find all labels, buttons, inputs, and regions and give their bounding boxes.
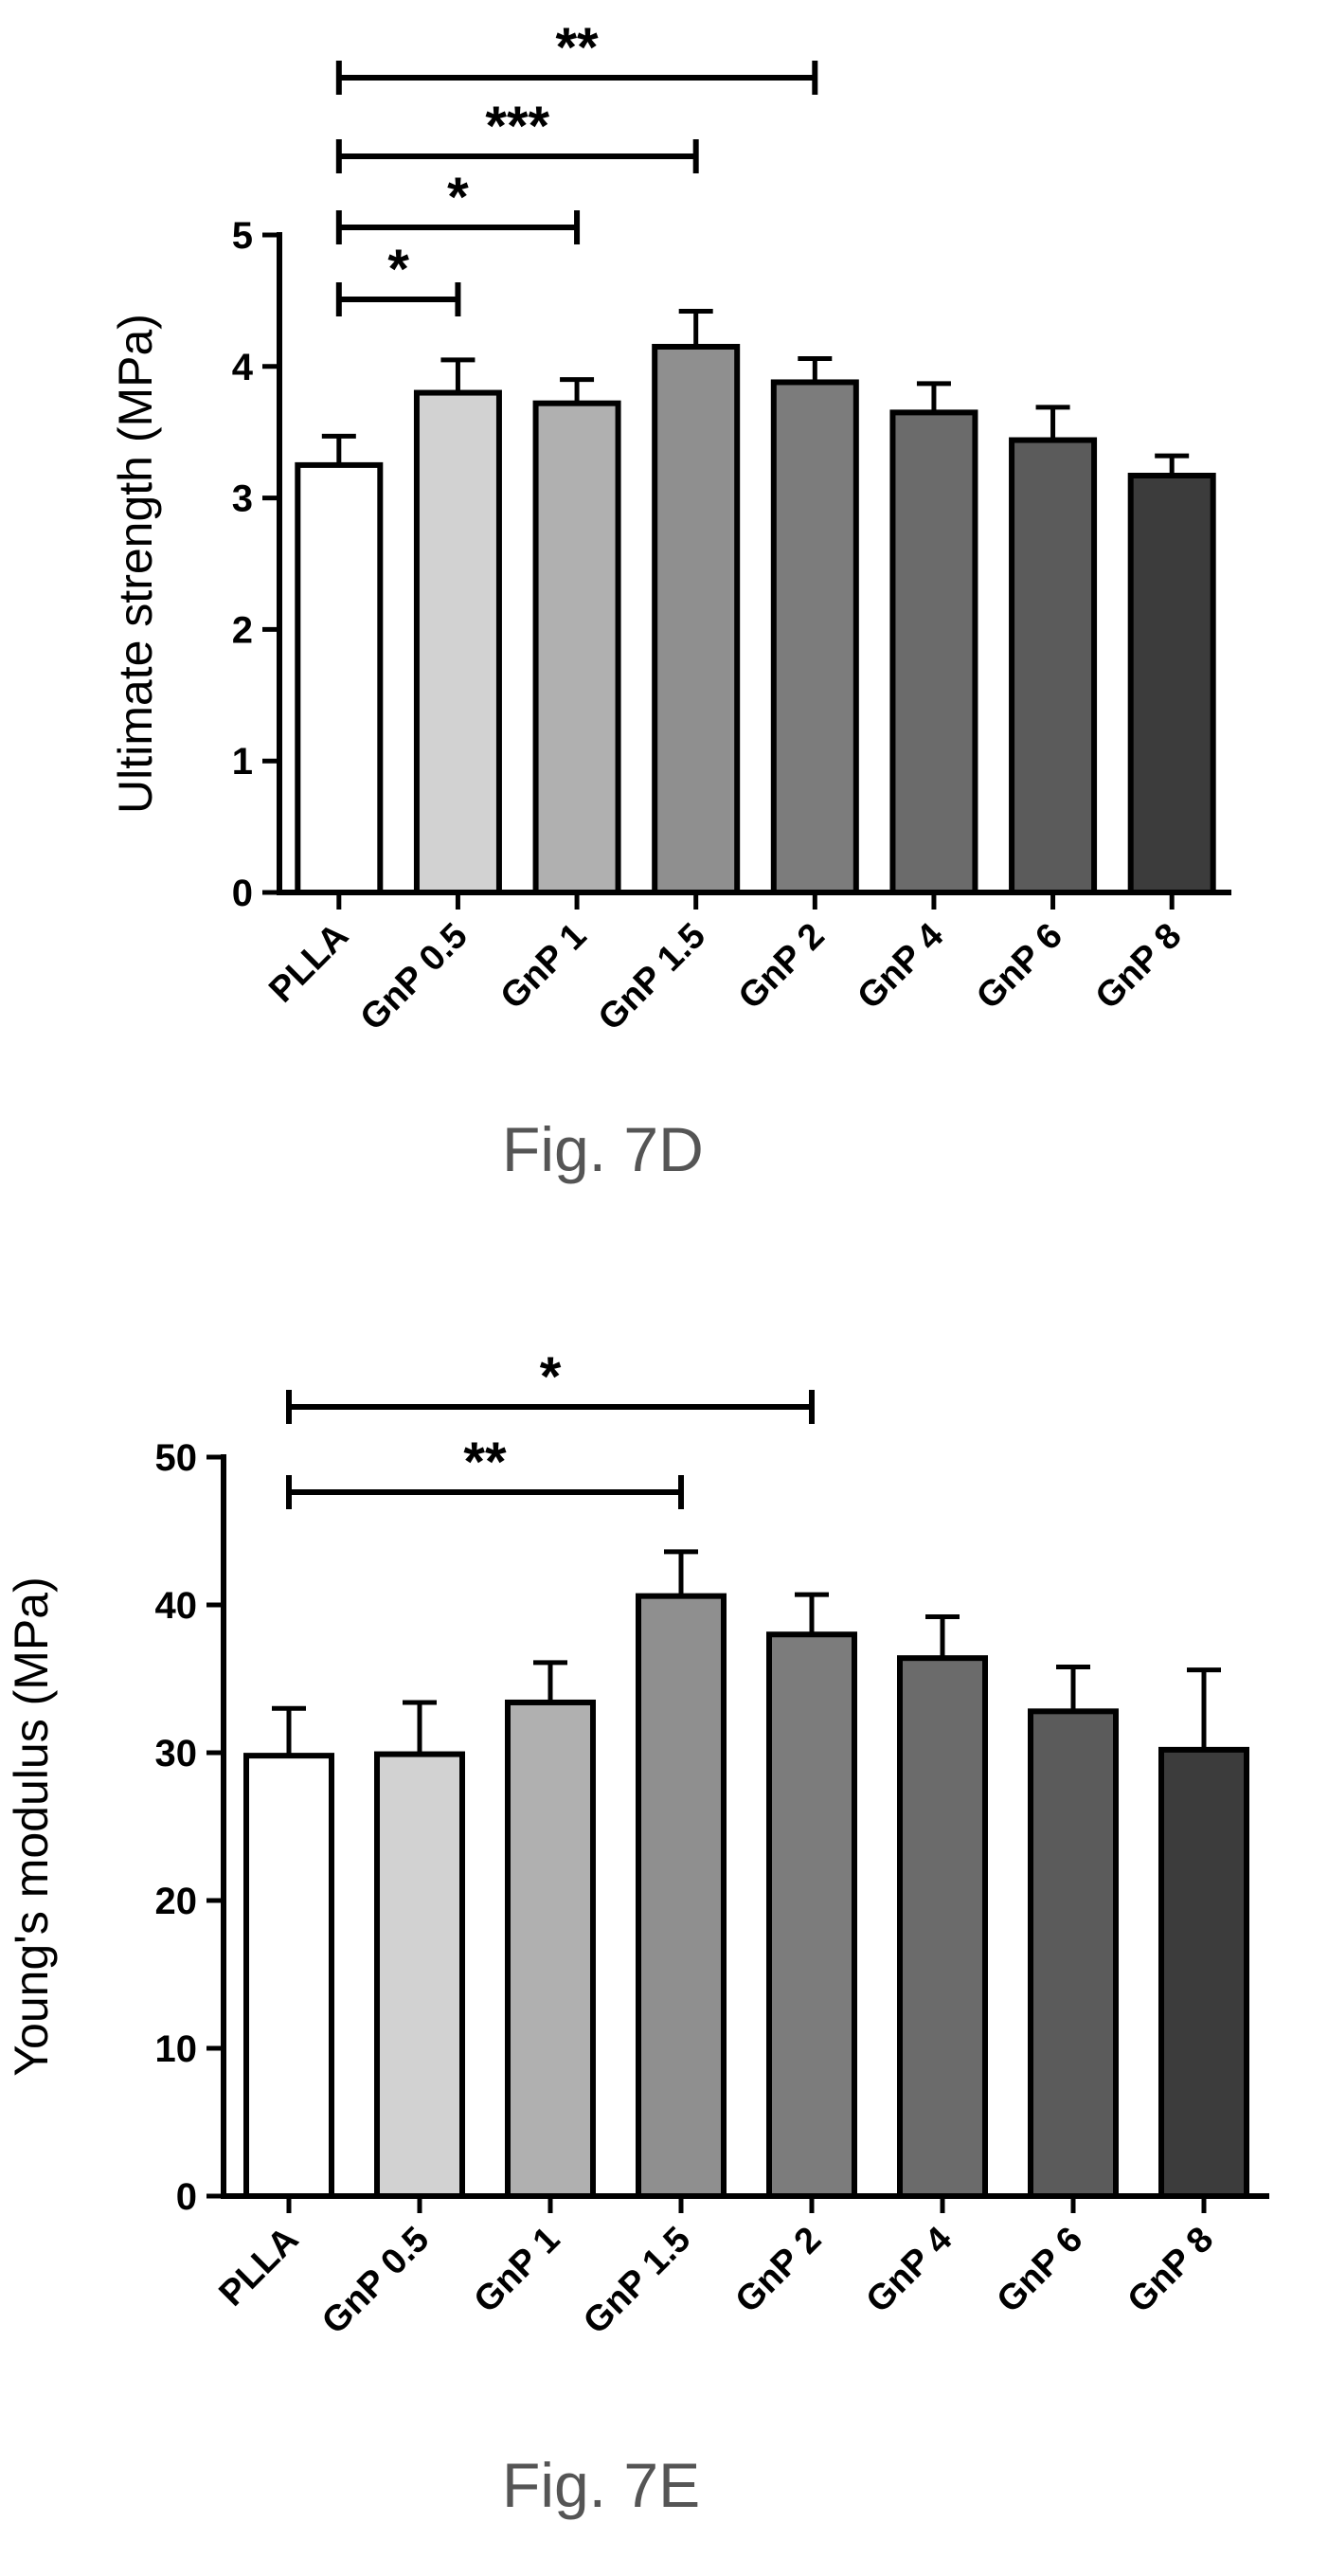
x-tick-label: GnP 0.5 bbox=[353, 916, 476, 1038]
chart-7e: 0 10 20 30 40 50 PLLA GnP 0.5 GnP 1 GnP 1.5 GnP 2 G… bbox=[5, 1346, 1269, 2342]
y-tick-label: 4 bbox=[232, 347, 254, 388]
x-tick-label: GnP 2 bbox=[728, 2220, 830, 2321]
y-tick-label: 2 bbox=[232, 609, 253, 651]
x-tick-label: GnP 6 bbox=[969, 916, 1070, 1018]
bar bbox=[1127, 473, 1216, 895]
significance-label: ** bbox=[463, 1432, 507, 1493]
bar bbox=[1028, 1708, 1119, 2199]
figure-7e-panel: 0 10 20 30 40 50 PLLA GnP 0.5 GnP 1 GnP 1.5 GnP 2 G… bbox=[0, 1260, 1328, 2576]
y-tick-label: 50 bbox=[155, 1437, 198, 1479]
bar bbox=[1009, 437, 1098, 895]
x-tick-label: GnP 0.5 bbox=[314, 2220, 437, 2342]
y-axis-title: Young's modulus (MPa) bbox=[5, 1576, 58, 2076]
significance-label: * bbox=[387, 239, 409, 300]
bar bbox=[413, 389, 502, 895]
bar bbox=[243, 1753, 334, 2199]
bar bbox=[766, 1631, 857, 2199]
x-tick-label: PLLA bbox=[212, 2220, 307, 2315]
x-tick-label: GnP 8 bbox=[1121, 2220, 1222, 2321]
x-tick-label: GnP 4 bbox=[859, 2220, 960, 2321]
bar bbox=[532, 400, 621, 895]
y-tick-label: 30 bbox=[155, 1733, 198, 1774]
y-axis-title: Ultimate strength (MPa) bbox=[109, 314, 162, 814]
x-tick-label: GnP 1 bbox=[494, 916, 595, 1018]
y-tick-label: 0 bbox=[232, 873, 253, 914]
y-tick-label: 1 bbox=[232, 741, 253, 783]
y-tick-label: 40 bbox=[155, 1585, 198, 1627]
x-tick-label: PLLA bbox=[261, 916, 356, 1011]
figure-7e-caption: Fig. 7E bbox=[502, 2450, 701, 2520]
significance-label: * bbox=[540, 1346, 562, 1408]
y-tick-label: 20 bbox=[155, 1881, 198, 1922]
significance-label: *** bbox=[485, 96, 549, 157]
significance-label: * bbox=[447, 167, 469, 228]
x-tick-label: GnP 2 bbox=[731, 916, 833, 1018]
bar bbox=[897, 1655, 988, 2200]
x-tick-label: GnP 1.5 bbox=[576, 2220, 698, 2342]
x-tick-label: GnP 8 bbox=[1088, 916, 1190, 1018]
x-tick-label: GnP 1.5 bbox=[591, 916, 713, 1038]
y-tick-label: 5 bbox=[232, 215, 253, 257]
y-tick-label: 10 bbox=[155, 2028, 198, 2070]
x-tick-label: GnP 1 bbox=[467, 2220, 568, 2321]
bar bbox=[889, 409, 978, 895]
bar bbox=[374, 1751, 465, 2199]
y-tick-label: 0 bbox=[176, 2176, 197, 2218]
bar bbox=[295, 461, 384, 895]
bar bbox=[1158, 1746, 1249, 2199]
y-tick-label: 3 bbox=[232, 478, 253, 520]
bar bbox=[636, 1593, 727, 2199]
bar bbox=[505, 1699, 596, 2199]
figure-7d-caption: Fig. 7D bbox=[502, 1114, 704, 1184]
x-tick-label: GnP 4 bbox=[850, 916, 951, 1018]
bar bbox=[652, 343, 741, 896]
x-tick-label: GnP 6 bbox=[990, 2220, 1091, 2321]
significance-label: ** bbox=[555, 17, 599, 79]
bar bbox=[770, 379, 859, 895]
